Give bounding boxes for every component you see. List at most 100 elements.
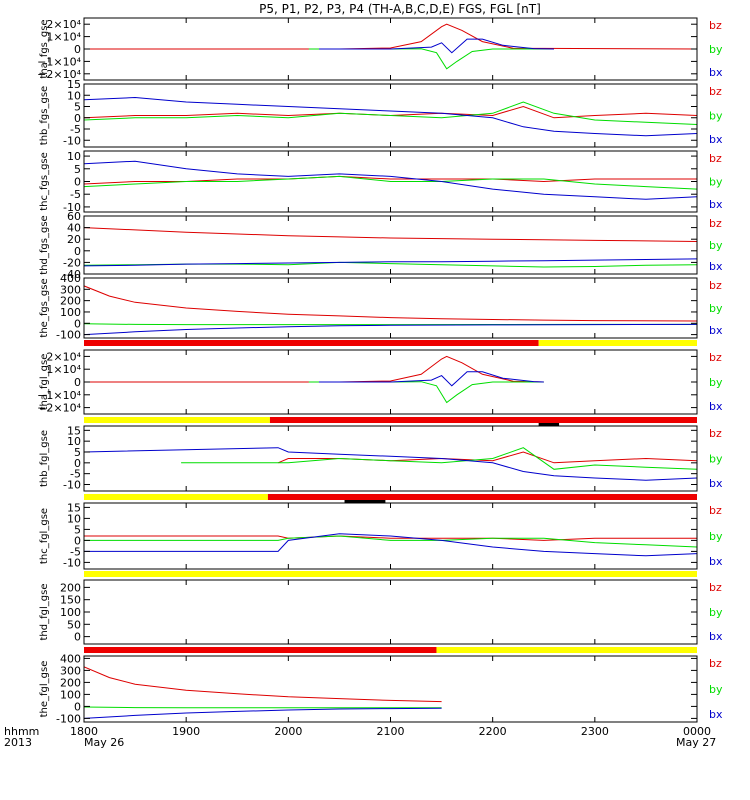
y-axis-label: tha_fgl_gse <box>39 354 50 411</box>
y-tick-label: 100 <box>60 688 81 701</box>
y-tick-label: -10 <box>63 556 81 569</box>
legend-bx: bx <box>709 133 723 146</box>
y-tick-label: 0 <box>74 176 81 189</box>
legend-bz: bz <box>709 19 722 32</box>
y-tick-label: -5 <box>70 545 81 558</box>
legend-by: by <box>709 43 723 56</box>
y-tick-label: 0 <box>74 245 81 258</box>
legend-bz: bz <box>709 504 722 517</box>
mode-bar-segment-yellow <box>538 340 697 346</box>
legend-bx: bx <box>709 630 723 643</box>
mode-bar-segment-red <box>84 647 437 653</box>
legend-by: by <box>709 453 723 466</box>
y-tick-label: -100 <box>56 329 81 342</box>
y-tick-label: 100 <box>60 306 81 319</box>
series-line-bx <box>319 38 555 54</box>
y-tick-label: -100 <box>56 712 81 725</box>
y-tick-label: 0 <box>74 376 81 389</box>
panel-frame <box>83 425 698 492</box>
y-tick-label: -5 <box>70 123 81 136</box>
legend-by: by <box>709 176 723 189</box>
y-tick-label: −1×10⁴ <box>37 55 81 68</box>
y-axis-label: thb_fgl_gse <box>39 430 50 487</box>
y-tick-label: 300 <box>60 283 81 296</box>
y-axis-label: thb_fgs_gse <box>39 86 50 145</box>
panel-frame <box>83 579 698 645</box>
series-line-bz <box>84 227 697 242</box>
mode-bar <box>84 647 697 653</box>
legend-by: by <box>709 239 723 252</box>
y-tick-label: 0 <box>74 317 81 330</box>
x-start-date: May 26 <box>84 736 124 749</box>
y-axis-label: the_fgl_gse <box>39 661 50 718</box>
y-axis-label: the_fgs_gse <box>39 278 50 337</box>
y-tick-label: 15 <box>67 424 81 437</box>
y-tick-label: 150 <box>60 594 81 607</box>
legend-by: by <box>709 530 723 543</box>
y-tick-label: 2×10⁴ <box>46 350 81 363</box>
series-line-bx <box>84 447 697 481</box>
y-tick-label: 1×10⁴ <box>46 363 81 376</box>
panel-frame <box>83 277 698 339</box>
x-tick-label: 2100 <box>377 725 405 738</box>
x-tick-label: 1900 <box>172 725 200 738</box>
y-tick-label: 40 <box>67 222 81 235</box>
y-tick-label: -10 <box>63 201 81 214</box>
y-tick-label: 200 <box>60 295 81 308</box>
legend-bx: bx <box>709 324 723 337</box>
y-tick-label: 1×10⁴ <box>46 31 81 44</box>
y-tick-label: -40 <box>63 268 81 281</box>
y-tick-label: 10 <box>67 512 81 525</box>
legend-by: by <box>709 683 723 696</box>
x-tick-label: 2000 <box>274 725 302 738</box>
series-line-bz <box>84 23 697 50</box>
x-end-date: May 27 <box>676 736 716 749</box>
x-tick-label: 2300 <box>581 725 609 738</box>
series-group <box>84 533 697 557</box>
y-tick-label: 10 <box>67 89 81 102</box>
legend-bx: bx <box>709 260 723 273</box>
y-tick-label: 100 <box>60 606 81 619</box>
y-tick-label: 400 <box>60 652 81 665</box>
y-tick-label: 5 <box>74 101 81 114</box>
series-group <box>84 447 697 481</box>
y-tick-label: 5 <box>74 523 81 536</box>
series-group <box>84 355 544 404</box>
series-line-bz <box>84 535 697 541</box>
series-line-bz <box>277 451 697 464</box>
series-line-bx <box>84 258 697 267</box>
legend-by: by <box>709 110 723 123</box>
y-tick-label: -5 <box>70 188 81 201</box>
x-year-label: 2013 <box>4 736 32 749</box>
y-tick-label: 0 <box>74 43 81 56</box>
legend-bx: bx <box>709 477 723 490</box>
y-tick-label: 5 <box>74 446 81 459</box>
mode-bar-segment-yellow <box>84 571 697 577</box>
plot-title: P5, P1, P2, P3, P4 (TH-A,B,C,D,E) FGS, F… <box>259 2 541 16</box>
y-axis-label: thc_fgl_gse <box>39 508 50 564</box>
series-line-by <box>84 101 697 125</box>
y-axis-label: tha_fgs_gse <box>39 19 50 78</box>
mode-bar-marker <box>344 500 386 503</box>
series-group <box>84 96 697 137</box>
legend-bz: bz <box>709 657 722 670</box>
legend-bz: bz <box>709 217 722 230</box>
y-tick-label: 0 <box>74 534 81 547</box>
y-axis-label: thd_fgs_gse <box>39 215 50 274</box>
mode-bar-marker <box>538 423 560 426</box>
y-tick-label: 200 <box>60 676 81 689</box>
legend-bx: bx <box>709 400 723 413</box>
series-line-bx <box>84 160 697 200</box>
series-group <box>84 227 697 268</box>
series-line-bx <box>84 323 697 336</box>
y-tick-label: 200 <box>60 581 81 594</box>
y-tick-label: 20 <box>67 233 81 246</box>
series-group <box>84 285 697 336</box>
